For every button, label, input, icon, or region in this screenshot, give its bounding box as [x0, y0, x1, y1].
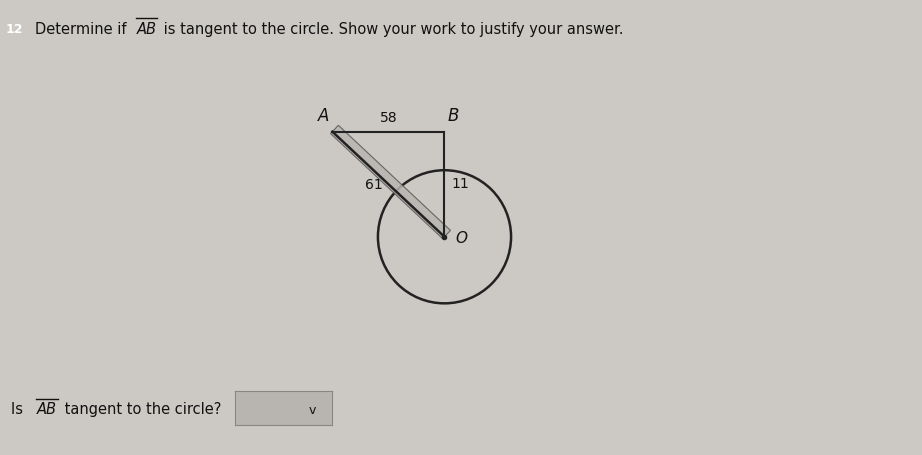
Text: Is: Is	[11, 402, 28, 417]
Text: tangent to the circle?: tangent to the circle?	[60, 402, 221, 417]
Text: v: v	[309, 404, 316, 417]
Text: 11: 11	[452, 177, 469, 191]
Text: 61: 61	[365, 178, 383, 192]
Text: B: B	[447, 106, 459, 125]
Text: AB: AB	[136, 22, 157, 37]
Text: A: A	[318, 106, 329, 125]
Text: O: O	[455, 231, 467, 246]
Text: Determine if: Determine if	[35, 22, 131, 37]
Text: AB: AB	[37, 402, 57, 417]
Text: 12: 12	[6, 23, 23, 36]
Text: 58: 58	[380, 111, 397, 126]
Polygon shape	[331, 125, 451, 239]
Text: is tangent to the circle. Show your work to justify your answer.: is tangent to the circle. Show your work…	[159, 22, 623, 37]
